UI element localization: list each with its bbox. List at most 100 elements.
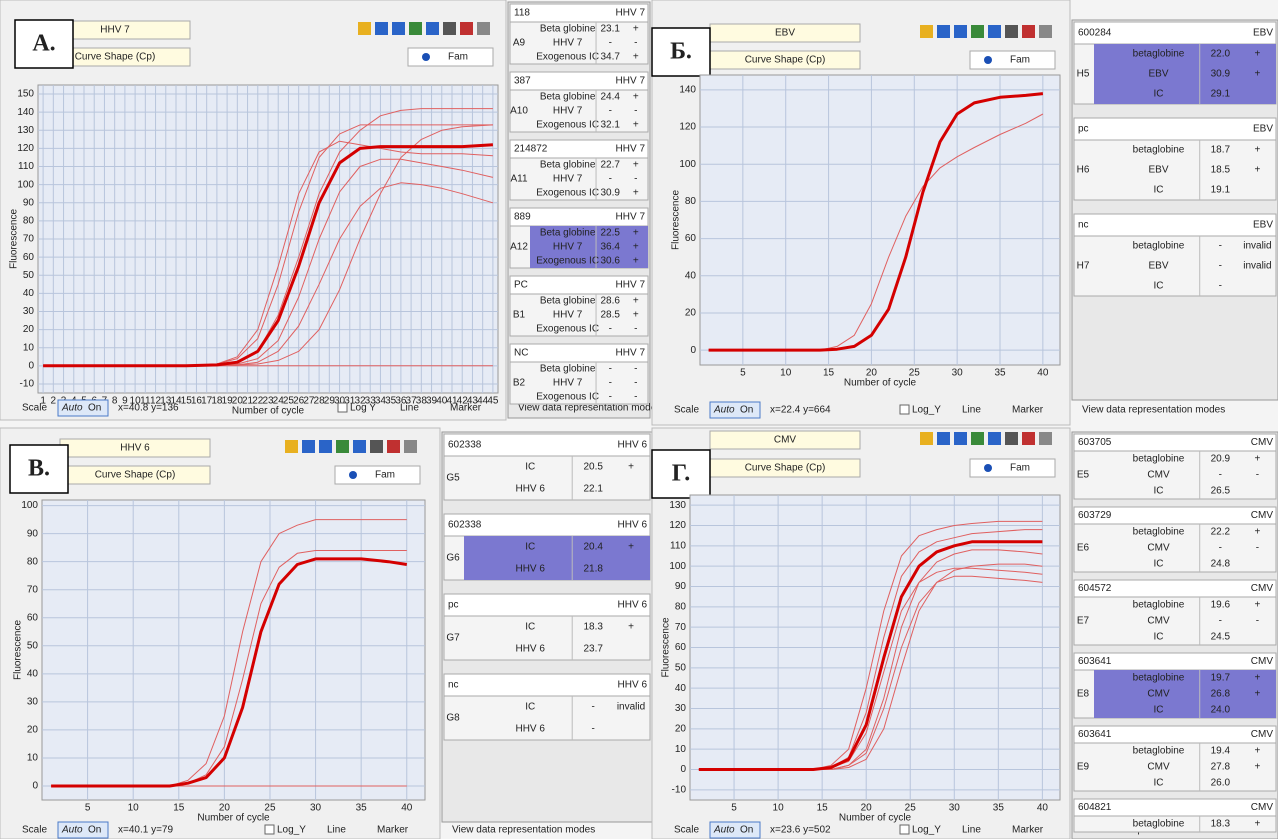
table-cell: Exogenous IC bbox=[536, 188, 599, 199]
y-tick-label: 100 bbox=[679, 159, 696, 170]
toolbar-icon[interactable] bbox=[358, 22, 371, 35]
table-cell: - bbox=[634, 392, 637, 403]
toolbar-icon[interactable] bbox=[920, 25, 933, 38]
target-name: HHV 7 bbox=[616, 280, 646, 291]
status-scale[interactable]: Scale bbox=[22, 403, 47, 414]
view-modes[interactable]: View data representation modes bbox=[1082, 405, 1225, 416]
toolbar-icon[interactable] bbox=[1005, 432, 1018, 445]
table-cell: betaglobine bbox=[1133, 454, 1185, 465]
panel-label: Б. bbox=[670, 39, 692, 65]
status-marker[interactable]: Marker bbox=[1012, 825, 1044, 836]
x-axis-label: Number of cycle bbox=[197, 813, 270, 824]
toolbar-icon[interactable] bbox=[426, 22, 439, 35]
x-tick-label: 40 bbox=[401, 803, 413, 814]
table-cell: - bbox=[609, 392, 612, 403]
y-tick-label: 30 bbox=[675, 703, 687, 714]
table-cell: + bbox=[1254, 600, 1260, 611]
status-line[interactable]: Line bbox=[327, 825, 346, 836]
table-cell: + bbox=[633, 160, 639, 171]
toolbar-icon[interactable] bbox=[302, 440, 315, 453]
table-cell: - bbox=[1219, 543, 1222, 554]
toolbar-icon[interactable] bbox=[1022, 25, 1035, 38]
status-coords: x=22.4 y=664 bbox=[770, 405, 831, 416]
toolbar-icon[interactable] bbox=[954, 432, 967, 445]
table-cell: EBV bbox=[1149, 261, 1169, 272]
status-line[interactable]: Line bbox=[962, 825, 981, 836]
status-marker[interactable]: Marker bbox=[377, 825, 409, 836]
table-cell: 29.1 bbox=[1211, 89, 1231, 100]
toolbar-icon[interactable] bbox=[988, 25, 1001, 38]
toolbar-icon[interactable] bbox=[443, 22, 456, 35]
table-cell: Exogenous IC bbox=[536, 120, 599, 131]
status-scale[interactable]: Scale bbox=[22, 825, 47, 836]
table-cell: IC bbox=[525, 702, 535, 713]
log-checkbox[interactable] bbox=[900, 405, 909, 414]
y-tick-label: 150 bbox=[17, 89, 34, 100]
toolbar-icon[interactable] bbox=[937, 432, 950, 445]
y-tick-label: 110 bbox=[18, 161, 34, 172]
table-cell: + bbox=[1254, 145, 1260, 156]
status-marker[interactable]: Marker bbox=[1012, 405, 1044, 416]
status-line[interactable]: Line bbox=[962, 405, 981, 416]
log-checkbox[interactable] bbox=[338, 403, 347, 412]
toolbar-icon[interactable] bbox=[1039, 432, 1052, 445]
toolbar-icon[interactable] bbox=[460, 22, 473, 35]
toolbar-icon[interactable] bbox=[920, 432, 933, 445]
toolbar-icon[interactable] bbox=[971, 432, 984, 445]
toolbar-icon[interactable] bbox=[285, 440, 298, 453]
table-cell: IC bbox=[1154, 89, 1164, 100]
y-tick-label: 40 bbox=[685, 270, 697, 281]
toolbar-icon[interactable] bbox=[1022, 432, 1035, 445]
well-id: B2 bbox=[513, 378, 526, 389]
toolbar-icon[interactable] bbox=[1039, 25, 1052, 38]
selected-block[interactable] bbox=[1094, 670, 1276, 718]
status-scale[interactable]: Scale bbox=[674, 825, 699, 836]
toolbar-icon[interactable] bbox=[954, 25, 967, 38]
toolbar-icon[interactable] bbox=[971, 25, 984, 38]
y-tick-label: 100 bbox=[669, 561, 686, 572]
channel-select-text: Fam bbox=[1010, 463, 1030, 474]
toolbar-icon[interactable] bbox=[937, 25, 950, 38]
status-marker[interactable]: Marker bbox=[450, 403, 482, 414]
table-cell: Exogenous IC bbox=[536, 256, 599, 267]
table-cell: Exogenous IC bbox=[536, 52, 599, 63]
channel-icon bbox=[422, 53, 430, 61]
sample-id: 214872 bbox=[514, 144, 548, 155]
toolbar-icon[interactable] bbox=[392, 22, 405, 35]
toolbar-icon[interactable] bbox=[1005, 25, 1018, 38]
selected-block[interactable] bbox=[1094, 44, 1276, 104]
toolbar-icon[interactable] bbox=[404, 440, 417, 453]
table-cell: - bbox=[634, 364, 637, 375]
toolbar-icon[interactable] bbox=[387, 440, 400, 453]
x-tick-label: 40 bbox=[1037, 803, 1049, 814]
table-cell: + bbox=[1254, 689, 1260, 700]
target-name: HHV 6 bbox=[618, 680, 648, 691]
status-auto: Auto bbox=[61, 825, 83, 836]
toolbar-icon[interactable] bbox=[319, 440, 332, 453]
status-scale[interactable]: Scale bbox=[674, 405, 699, 416]
toolbar-icon[interactable] bbox=[375, 22, 388, 35]
toolbar-icon[interactable] bbox=[353, 440, 366, 453]
toolbar-icon[interactable] bbox=[988, 432, 1001, 445]
table-cell: Beta globine bbox=[540, 160, 596, 171]
status-line[interactable]: Line bbox=[400, 403, 419, 414]
toolbar-icon[interactable] bbox=[409, 22, 422, 35]
table-cell: 34.7 bbox=[601, 52, 621, 63]
table-cell: 19.4 bbox=[1211, 746, 1231, 757]
y-tick-label: 80 bbox=[685, 196, 697, 207]
selected-block[interactable] bbox=[464, 536, 650, 580]
table-cell: - bbox=[592, 702, 595, 713]
table-cell: betaglobine bbox=[1133, 673, 1185, 684]
table-cell: - bbox=[1256, 470, 1259, 481]
view-modes[interactable]: View data representation modes bbox=[452, 825, 595, 836]
well-cell bbox=[444, 616, 650, 660]
toolbar-icon[interactable] bbox=[370, 440, 383, 453]
log-checkbox[interactable] bbox=[900, 825, 909, 834]
table-cell: 30.6 bbox=[601, 256, 621, 267]
x-axis-label: Number of cycle bbox=[844, 378, 917, 389]
toolbar-icon[interactable] bbox=[477, 22, 490, 35]
y-tick-label: 0 bbox=[32, 781, 38, 792]
mode-select-text: Curve Shape (Cp) bbox=[95, 470, 176, 481]
toolbar-icon[interactable] bbox=[336, 440, 349, 453]
log-checkbox[interactable] bbox=[265, 825, 274, 834]
